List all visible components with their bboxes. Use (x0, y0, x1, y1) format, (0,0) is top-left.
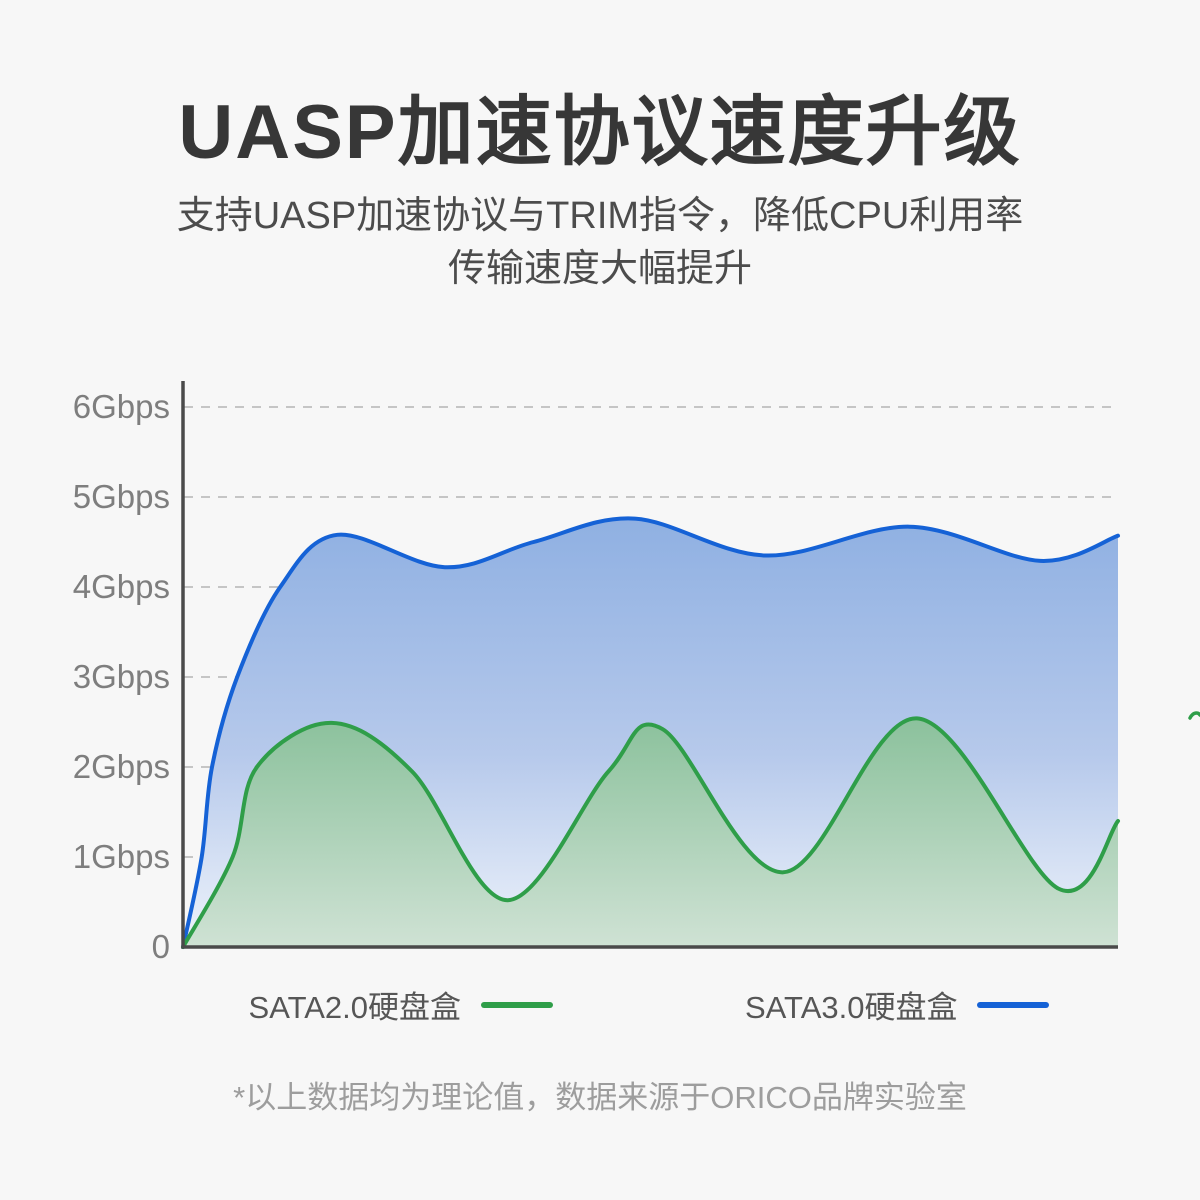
legend-item-sata2: SATA2.0硬盘盒 (249, 982, 553, 1027)
y-tick-label-0: 0 (152, 928, 170, 965)
y-tick-label-6: 6Gbps (73, 388, 170, 425)
y-tick-label-4: 4Gbps (73, 568, 170, 605)
y-tick-label-2: 2Gbps (73, 748, 170, 785)
axis-lines (181, 381, 1118, 949)
subtitle: 支持UASP加速协议与TRIM指令，降低CPU利用率 传输速度大幅提升 (0, 190, 1200, 296)
chart-legend: SATA2.0硬盘盒 SATA3.0硬盘盒 (0, 982, 1200, 1027)
y-tick-label-1: 1Gbps (73, 838, 170, 875)
legend-swatch-blue-line (977, 1001, 1050, 1008)
footnote: *以上数据均为理论值，数据来源于ORICO品牌实验室 (233, 1080, 967, 1115)
line-SATA2.0硬盘盒 (181, 716, 1120, 949)
subtitle-line-2: 传输速度大幅提升 (447, 248, 752, 290)
axis-layer (181, 381, 1118, 949)
legend-swatch-green-line (481, 1001, 553, 1008)
clipped-chart-fragment (1188, 711, 1200, 720)
subtitle-line-1: 支持UASP加速协议与TRIM指令，降低CPU利用率 (176, 195, 1024, 237)
legend-item-sata3: SATA3.0硬盘盒 (745, 982, 1050, 1027)
area-fill-SATA2.0硬盘盒 (183, 718, 1118, 947)
page-title: UASP加速协议速度升级 (178, 90, 1022, 175)
line-SATA3.0硬盘盒 (181, 516, 1120, 949)
legend-label-sata2: SATA2.0硬盘盒 (248, 990, 461, 1025)
legend-label-sata3: SATA3.0硬盘盒 (745, 990, 958, 1025)
y-tick-label-3: 3Gbps (73, 658, 170, 695)
y-tick-label-5: 5Gbps (73, 478, 170, 515)
series-layer (181, 516, 1120, 949)
y-tick-label-layer: 0 1Gbps 2Gbps 3Gbps 4Gbps 5Gbps 6Gbps (73, 388, 170, 965)
